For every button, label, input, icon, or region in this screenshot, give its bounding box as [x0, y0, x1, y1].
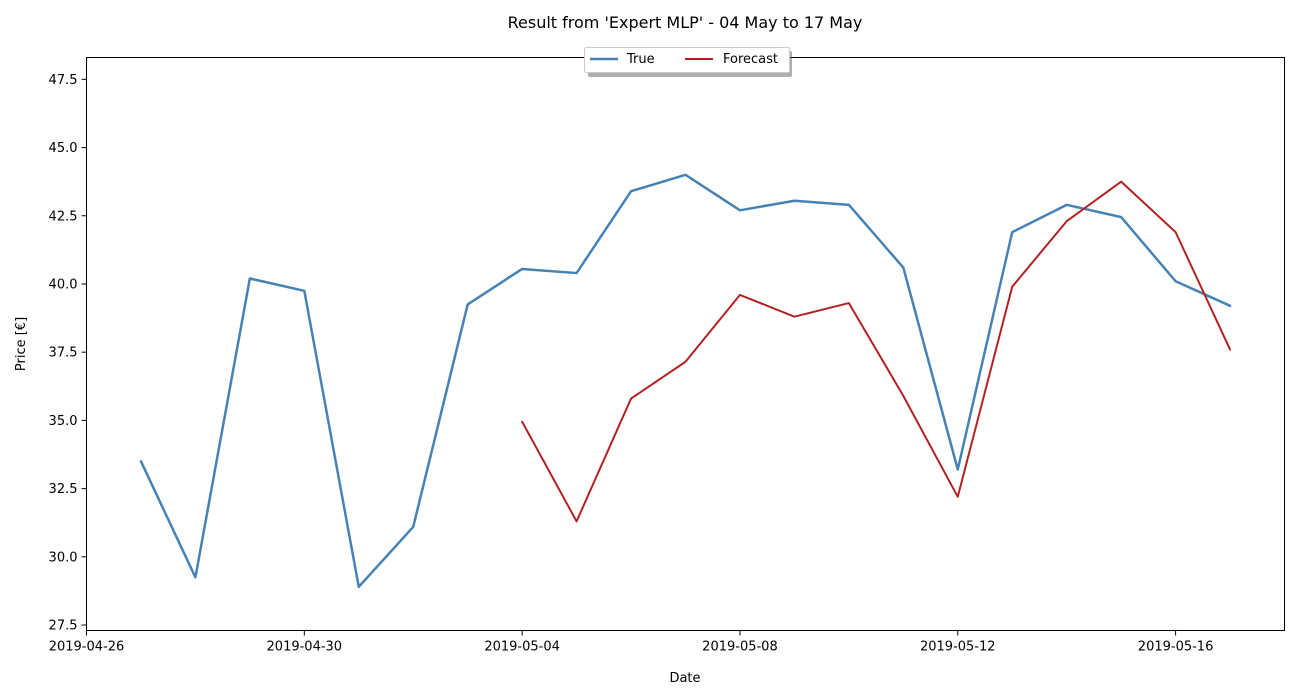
y-tick-label: 42.5 [49, 209, 78, 224]
y-axis-label: Price [€] [14, 317, 29, 371]
series-line-forecast [521, 180, 1232, 523]
y-axis: 27.5 30.0 32.5 35.0 37.5 40.0 42.5 45.0 47.5 [49, 73, 87, 634]
x-tick-label: 2019-04-30 [267, 640, 343, 655]
y-tick-label: 32.5 [49, 482, 78, 497]
legend: True Forecast [584, 47, 792, 77]
series-layer [139, 173, 1232, 589]
x-tick-label: 2019-05-04 [484, 640, 560, 655]
x-tick-label: 2019-05-16 [1138, 640, 1214, 655]
x-tick-label: 2019-05-08 [702, 640, 778, 655]
legend-label-forecast: Forecast [723, 52, 778, 67]
y-tick-label: 37.5 [49, 346, 78, 361]
y-tick-label: 45.0 [49, 141, 78, 156]
series-line-true [139, 173, 1232, 589]
y-tick-label: 27.5 [49, 619, 78, 634]
y-tick-label: 47.5 [49, 73, 78, 88]
chart-title: Result from 'Expert MLP' - 04 May to 17 … [508, 13, 863, 32]
y-tick-label: 35.0 [49, 414, 78, 429]
x-axis-label: Date [669, 671, 700, 686]
y-tick-label: 30.0 [49, 550, 78, 565]
x-axis: 2019-04-26 2019-04-30 2019-05-04 2019-05-08… [49, 630, 1214, 655]
legend-label-true: True [626, 52, 655, 67]
y-tick-label: 40.0 [49, 277, 78, 292]
x-tick-label: 2019-05-12 [920, 640, 996, 655]
x-tick-label: 2019-04-26 [49, 640, 125, 655]
